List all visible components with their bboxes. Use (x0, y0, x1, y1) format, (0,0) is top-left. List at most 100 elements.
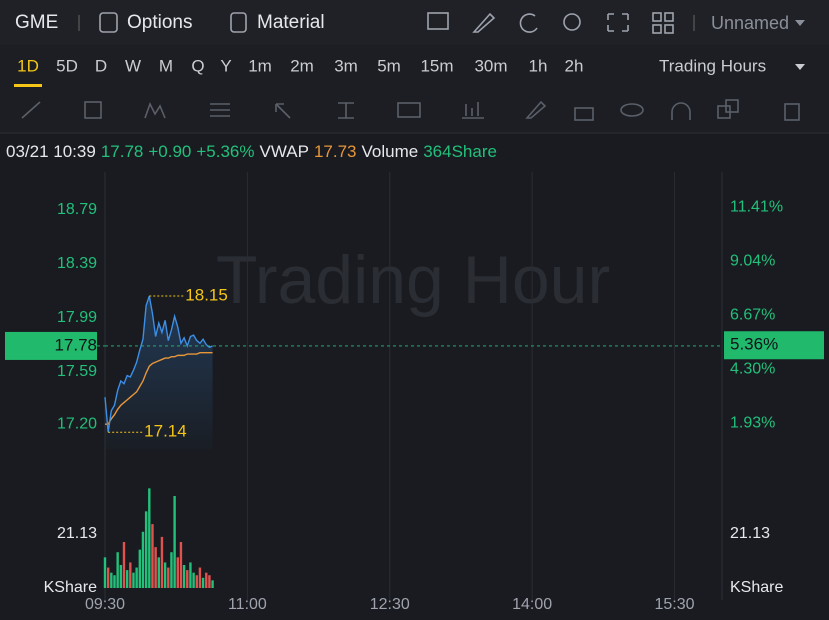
timeframe-button[interactable]: Q (191, 56, 204, 75)
timeframe-button[interactable]: M (159, 56, 173, 75)
y-tick-label: 17.99 (57, 309, 97, 326)
volume-bar (113, 575, 116, 588)
volume-tick-label: KShare (730, 579, 783, 596)
volume-bar (179, 541, 183, 588)
volume-bar (141, 531, 145, 588)
timeframe-button[interactable]: 3m (334, 56, 358, 75)
volume-bar (160, 536, 164, 588)
top-bar (0, 0, 829, 45)
tool-icon[interactable] (144, 101, 166, 119)
x-tick-label: 12:30 (370, 596, 410, 613)
timeframe-button[interactable]: 1D (17, 56, 39, 75)
volume-bar (205, 572, 208, 588)
volume-bar (211, 580, 214, 588)
timeframe-button[interactable]: 2h (565, 56, 584, 75)
volume-bar (170, 552, 173, 588)
info-time: 03/21 10:39 (6, 142, 96, 161)
tool-icon[interactable] (338, 102, 354, 119)
pct-tag (724, 331, 824, 360)
tool-icon[interactable] (275, 103, 291, 119)
timeframe-button[interactable]: 1m (248, 56, 272, 75)
price-tag (5, 331, 97, 360)
timeframe-button[interactable]: D (95, 56, 107, 75)
chart: 09:30 11:00 12:30 14:00 15:30 18.79 18.39 17.99… (5, 172, 824, 613)
dropdown-arrow (795, 64, 805, 70)
y-tick-label: 17.59 (57, 363, 97, 380)
timeframe-button[interactable]: 30m (474, 56, 507, 75)
layout-name[interactable]: Unnamed (711, 13, 789, 33)
y2-tick-label: 9.04% (730, 253, 775, 270)
timeframe-button[interactable]: W (125, 56, 141, 75)
volume-bar (154, 547, 157, 588)
watermark: Trading Hour (216, 242, 610, 318)
info-volume-label: Volume (362, 142, 419, 161)
volume-bar (148, 488, 151, 588)
volume-bar (116, 552, 119, 588)
timeframe-button[interactable]: 5D (56, 56, 78, 75)
volume-bar (208, 575, 211, 588)
volume-bar (151, 524, 154, 588)
x-tick-label: 15:30 (655, 596, 695, 613)
indicator-icon[interactable] (427, 12, 449, 30)
x-tick-label: 11:00 (228, 596, 267, 613)
tool-icon[interactable] (620, 103, 644, 117)
price-tag-label: 17.78 (54, 335, 97, 354)
tool-icon[interactable] (84, 101, 102, 119)
options-button[interactable]: Options (127, 12, 192, 33)
volume-bar (189, 562, 192, 588)
y-tick-label: 17.20 (57, 415, 97, 432)
volume-bar (182, 564, 186, 588)
timeframe-button[interactable]: 5m (377, 56, 401, 75)
tool-icon[interactable] (462, 102, 484, 119)
info-line: 03/21 10:39 17.78 +0.90 +5.36% VWAP 17.73 Volu… (6, 142, 497, 161)
session-select[interactable]: Trading Hours (659, 56, 766, 75)
tool-icon[interactable] (397, 102, 421, 118)
tool-icon[interactable] (21, 101, 41, 119)
material-button[interactable]: Material (257, 12, 325, 33)
settings-icon[interactable] (563, 13, 581, 31)
volume-bar (144, 511, 148, 588)
tool-icon[interactable] (725, 99, 739, 113)
timeframe-button[interactable]: 15m (420, 56, 453, 75)
volume-bar (132, 572, 135, 588)
volume-bar (103, 557, 107, 588)
volume-bar (110, 572, 113, 588)
layout-icon[interactable] (664, 24, 674, 34)
volume-bar (195, 575, 198, 588)
tool-icon[interactable] (671, 102, 691, 120)
top-icons (427, 12, 674, 34)
layout-icon[interactable] (664, 12, 674, 22)
tool-icon[interactable] (210, 103, 230, 117)
material-icon (230, 12, 247, 33)
volume-tick-label: 21.13 (730, 525, 770, 542)
x-tick-label: 09:30 (85, 596, 125, 613)
y2-tick-label: 1.93% (730, 415, 775, 432)
pct-tag-label: 5.36% (730, 335, 778, 354)
layout-icon[interactable] (652, 12, 662, 22)
tool-icon[interactable] (784, 103, 800, 121)
options-icon (99, 12, 118, 33)
active-underline (14, 84, 42, 87)
symbol[interactable]: GME (15, 12, 58, 33)
layout-icon[interactable] (652, 24, 662, 34)
dropdown-arrow (795, 20, 805, 26)
volume-bar (198, 567, 202, 588)
price-line (104, 295, 213, 433)
y-tick-label: 18.39 (57, 255, 97, 272)
volume-bar (163, 562, 167, 588)
extreme-label: 18.15 (185, 286, 228, 305)
info-change-pct: +5.36% (196, 142, 254, 161)
volume-bar (129, 562, 132, 588)
volume-bar (122, 541, 126, 588)
refresh-icon[interactable] (519, 13, 538, 33)
fullscreen-icon[interactable] (607, 13, 629, 32)
timeframe-button[interactable]: Y (220, 56, 231, 75)
timeframe-button[interactable]: 2m (290, 56, 314, 75)
y2-tick-label: 6.67% (730, 307, 775, 324)
draw-icon[interactable] (472, 12, 496, 33)
tool-icon[interactable] (574, 107, 594, 121)
tool-icon[interactable] (525, 100, 547, 119)
y-tick-label: 18.79 (57, 201, 97, 218)
timeframe-button[interactable]: 1h (529, 56, 548, 75)
volume-tick-label: 21.13 (57, 525, 97, 542)
